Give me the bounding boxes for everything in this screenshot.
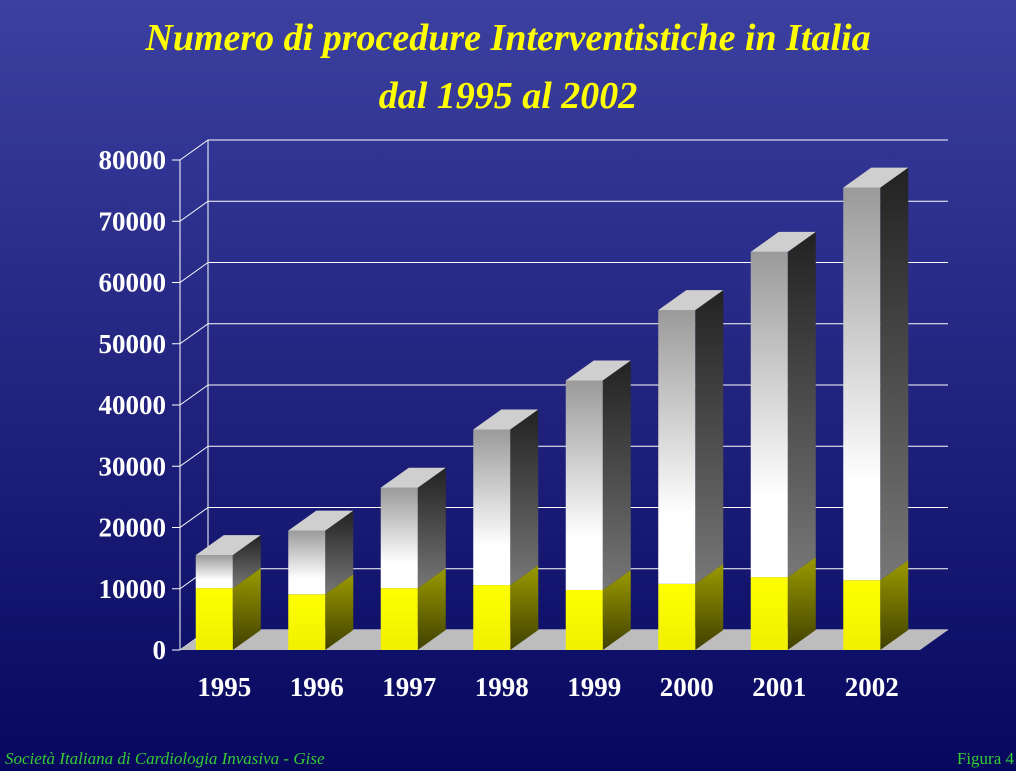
bar-side — [325, 510, 354, 595]
grid-line — [179, 445, 209, 467]
grid-line — [179, 139, 209, 161]
bar — [195, 588, 233, 650]
bar — [565, 589, 603, 650]
bar-side — [695, 563, 724, 650]
chart-title: Numero di procedure Interventistiche in … — [144, 17, 870, 59]
bar-top — [843, 167, 909, 188]
y-tick-label: 80000 — [99, 145, 167, 175]
bar-top — [473, 409, 539, 430]
x-tick-label: 1996 — [290, 672, 344, 702]
bar-side — [695, 290, 724, 584]
bar — [565, 380, 603, 590]
bar — [843, 187, 881, 581]
bar — [658, 310, 696, 584]
bar-side — [510, 565, 539, 650]
bar-side — [787, 557, 816, 650]
bar-top — [288, 510, 354, 531]
bar-top — [565, 360, 631, 381]
bar — [288, 530, 326, 595]
y-tick-label: 60000 — [99, 268, 167, 298]
bar-top — [380, 467, 446, 488]
bar — [195, 555, 233, 589]
y-tick-label: 50000 — [99, 329, 167, 359]
grid-line — [179, 507, 209, 528]
bar-side — [417, 467, 446, 589]
bar — [380, 487, 418, 589]
bar-side — [602, 569, 631, 650]
bar-top — [195, 535, 261, 556]
footer-right: Figura 4 — [957, 749, 1015, 768]
footer-left: Società Italiana di Cardiologia Invasiva… — [5, 749, 325, 768]
bar-side — [880, 560, 909, 650]
x-tick-label: 2002 — [845, 672, 899, 702]
x-tick-label: 2000 — [660, 672, 714, 702]
bar-side — [232, 535, 261, 589]
bar — [843, 580, 881, 650]
bar-side — [325, 574, 354, 650]
y-tick-label: 0 — [153, 635, 167, 665]
bar — [473, 585, 511, 650]
bar — [473, 429, 511, 586]
chart-subtitle: dal 1995 al 2002 — [379, 75, 638, 117]
bar-side — [602, 360, 631, 590]
bar — [658, 583, 696, 650]
x-tick-label: 1997 — [382, 672, 436, 702]
bar-side — [510, 409, 539, 586]
x-tick-label: 1999 — [567, 672, 621, 702]
bar — [750, 577, 788, 650]
y-tick-label: 10000 — [99, 574, 167, 604]
bar-top — [750, 231, 816, 252]
bar — [288, 594, 326, 650]
y-tick-label: 30000 — [99, 451, 167, 481]
x-tick-label: 2001 — [752, 672, 806, 702]
x-tick-label: 1995 — [197, 672, 251, 702]
grid-line — [179, 323, 209, 345]
bar-top — [658, 290, 724, 311]
bar-side — [417, 568, 446, 650]
y-tick-label: 70000 — [99, 206, 167, 236]
bar-side — [787, 231, 816, 578]
y-tick-label: 20000 — [99, 513, 167, 543]
bar — [380, 588, 418, 650]
bar-side — [880, 167, 909, 581]
grid-line — [179, 384, 209, 406]
grid-line — [179, 262, 209, 283]
bar — [750, 251, 788, 578]
x-tick-label: 1998 — [475, 672, 529, 702]
grid-line — [179, 200, 209, 222]
bar-side — [232, 568, 261, 650]
y-tick-label: 40000 — [99, 390, 167, 420]
